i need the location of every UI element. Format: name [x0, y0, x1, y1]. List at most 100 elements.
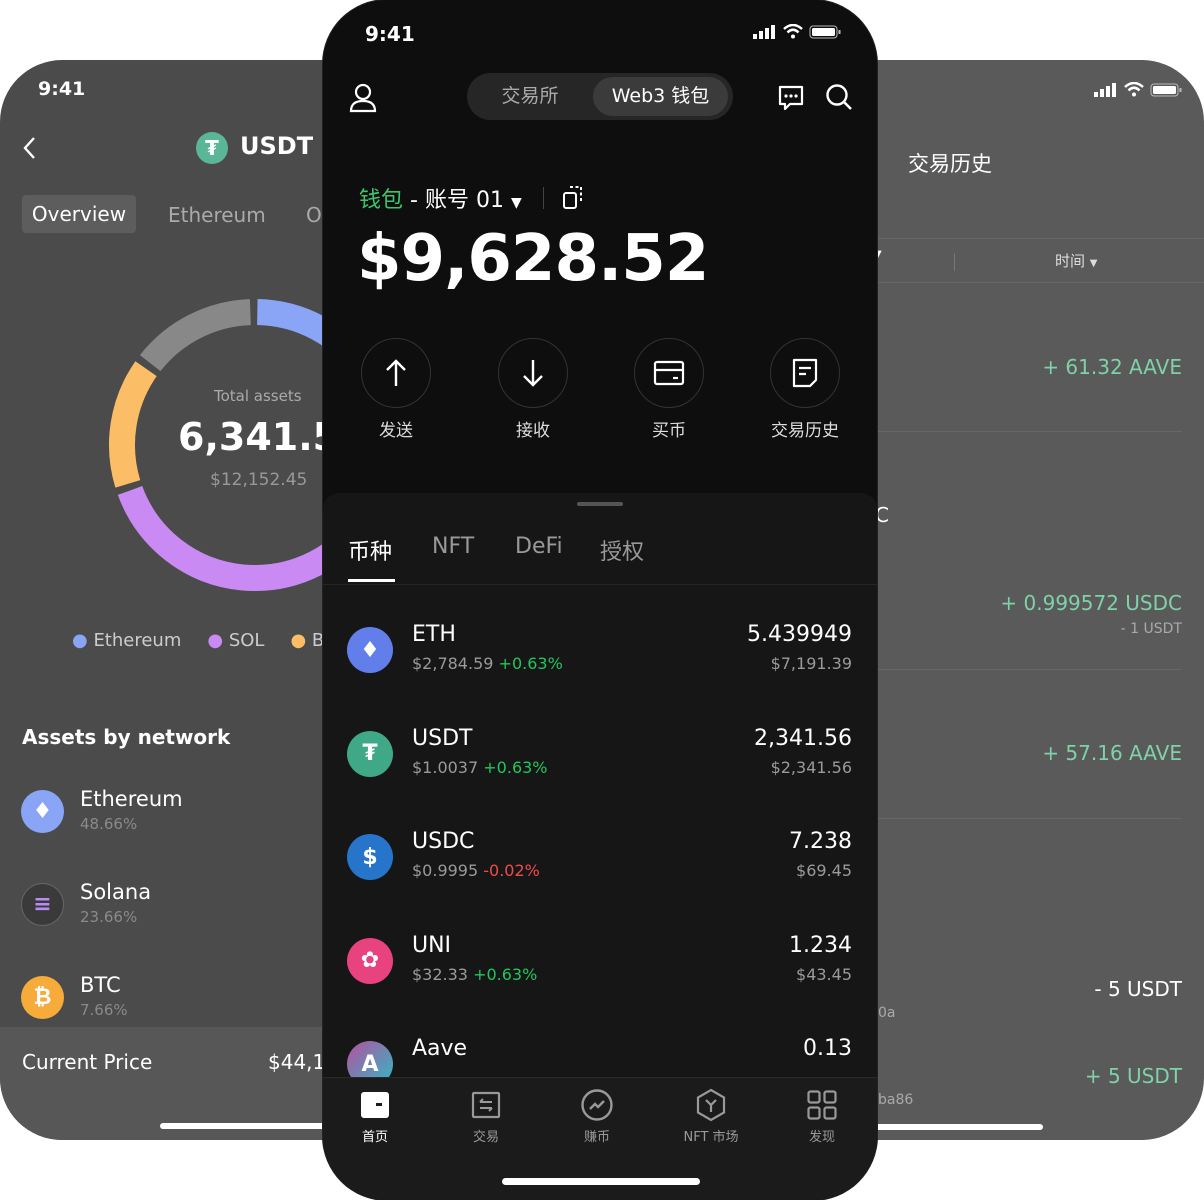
wallet-home-screen: 9:41 交易所 Web3 钱包 钱包 - 账号 01 ▼ $9,628.52 … — [323, 0, 877, 1200]
ethereum-icon: ♦ — [347, 627, 393, 673]
transaction-amount[interactable]: + 5 USDT — [1084, 1064, 1182, 1088]
status-time: 9:41 — [38, 78, 86, 100]
donut-segment-other — [139, 299, 252, 372]
usdc-icon: $ — [347, 834, 393, 880]
wifi-icon — [783, 24, 803, 39]
nav-earn[interactable]: 赚币 — [552, 1088, 642, 1145]
legend-sol: ● SOL — [207, 630, 265, 651]
wallet-label: 钱包 — [359, 188, 404, 213]
tab-nft[interactable]: NFT — [432, 534, 475, 559]
nav-trade[interactable]: 交易 — [441, 1088, 531, 1145]
account-label: - 账号 01 — [410, 188, 504, 213]
token-value: $2,341.56 — [770, 757, 852, 777]
bitcoin-icon: ₿ — [21, 976, 64, 1019]
user-profile-icon[interactable] — [349, 83, 377, 113]
network-name: Ethereum — [80, 787, 183, 811]
token-price: $2,784.59 — [412, 654, 494, 673]
token-symbol: UNI — [412, 932, 452, 958]
discover-icon — [777, 1088, 867, 1122]
trade-icon — [441, 1088, 531, 1122]
tether-icon: ₮ — [347, 730, 393, 777]
active-tab-indicator — [348, 579, 395, 582]
account-selector[interactable]: 钱包 - 账号 01 ▼ — [359, 182, 522, 214]
token-symbol: USDT — [412, 725, 473, 751]
token-value: $7,191.39 — [770, 654, 852, 673]
network-name: BTC — [80, 973, 121, 997]
drag-handle[interactable] — [577, 502, 623, 506]
signal-icon — [1094, 83, 1116, 97]
page-title: 交易历史 — [908, 152, 992, 176]
donut-segment-btc — [109, 361, 157, 488]
token-price-line: $1.0037 +0.63% — [412, 758, 548, 777]
battery-icon — [809, 25, 841, 39]
token-price-line: $2,784.59 +0.63% — [412, 654, 563, 673]
action-label: 发送 — [379, 421, 413, 441]
solana-icon: ≡ — [21, 883, 64, 926]
transaction-amount[interactable]: + 0.999572 USDC — [1000, 591, 1182, 615]
token-price-line: $32.33 +0.63% — [412, 965, 537, 984]
legend-ethereum: ● Ethereum — [72, 630, 182, 651]
uniswap-icon: ✿ — [347, 937, 393, 984]
current-price-value: $44,1 — [268, 1050, 326, 1074]
home-indicator — [870, 1124, 1043, 1130]
token-change: +0.63% — [473, 964, 538, 984]
tab-more[interactable]: O — [306, 203, 322, 227]
tab-overview[interactable]: Overview — [22, 195, 136, 233]
divider — [543, 187, 544, 209]
transaction-amount[interactable]: + 57.16 AAVE — [1042, 741, 1182, 765]
signal-icon — [753, 25, 775, 39]
search-icon[interactable] — [825, 83, 853, 111]
filter-divider — [954, 253, 955, 271]
chart-legend: ● Ethereum ● SOL ● BTC — [72, 630, 347, 651]
tab-ethereum[interactable]: Ethereum — [168, 203, 266, 227]
network-percent: 7.66% — [80, 1001, 128, 1019]
card-icon — [634, 338, 704, 408]
token-amount: 5.439949 — [747, 622, 852, 647]
nav-home[interactable]: 首页 — [330, 1088, 420, 1145]
transaction-amount[interactable]: - 5 USDT — [1094, 977, 1182, 1001]
chat-icon[interactable] — [777, 84, 805, 112]
wifi-icon — [1124, 82, 1144, 97]
back-chevron-icon[interactable] — [20, 135, 40, 161]
battery-icon — [1150, 83, 1182, 97]
network-percent: 23.66% — [80, 908, 138, 926]
total-assets-usd: $12,152.45 — [210, 470, 308, 490]
total-balance: $9,628.52 — [357, 222, 709, 296]
time-filter[interactable]: 时间 ▼ — [1055, 252, 1098, 270]
filter-dropdown-icon[interactable]: ▼ — [874, 249, 882, 260]
transaction-amount[interactable]: + 61.32 AAVE — [1042, 355, 1182, 379]
divider — [323, 584, 877, 585]
tab-tokens[interactable]: 币种 — [348, 540, 393, 565]
segment-web3-wallet[interactable]: Web3 钱包 — [593, 77, 728, 116]
token-price: $32.33 — [412, 964, 468, 984]
partial-text: C — [875, 503, 889, 527]
donut-center-label: Total assets — [214, 387, 302, 405]
action-label: 买币 — [652, 421, 686, 441]
partial-text: ba86 — [878, 1092, 914, 1108]
time-filter-chevron-icon: ▼ — [1089, 258, 1098, 269]
current-price-label: Current Price — [22, 1050, 153, 1074]
action-label: 交易历史 — [771, 421, 839, 441]
usdt-logo-icon: ₮ — [196, 132, 228, 164]
token-price: $0.9995 — [412, 861, 479, 880]
token-value: $43.45 — [796, 964, 852, 984]
nft-market-icon — [666, 1088, 756, 1122]
nav-nft-market[interactable]: NFT 市场 — [666, 1088, 756, 1145]
document-icon — [770, 338, 840, 408]
transaction-sub-amount: - 1 USDT — [1120, 621, 1182, 637]
segment-exchange[interactable]: 交易所 — [501, 85, 559, 107]
section-title: Assets by network — [22, 725, 231, 749]
token-amount: 2,341.56 — [754, 725, 852, 751]
mode-segmented-control: 交易所 Web3 钱包 — [467, 73, 733, 120]
tab-defi[interactable]: DeFi — [515, 534, 563, 559]
token-value: $69.45 — [796, 861, 852, 880]
home-indicator — [160, 1123, 360, 1129]
token-change: +0.63% — [498, 654, 563, 673]
status-icons — [1094, 82, 1182, 97]
network-name: Solana — [80, 880, 152, 904]
tab-approvals[interactable]: 授权 — [600, 540, 645, 565]
nav-discover[interactable]: 发现 — [777, 1088, 867, 1145]
token-change: -0.02% — [483, 861, 540, 880]
copy-address-icon[interactable] — [561, 184, 585, 210]
status-time: 9:41 — [365, 22, 415, 46]
